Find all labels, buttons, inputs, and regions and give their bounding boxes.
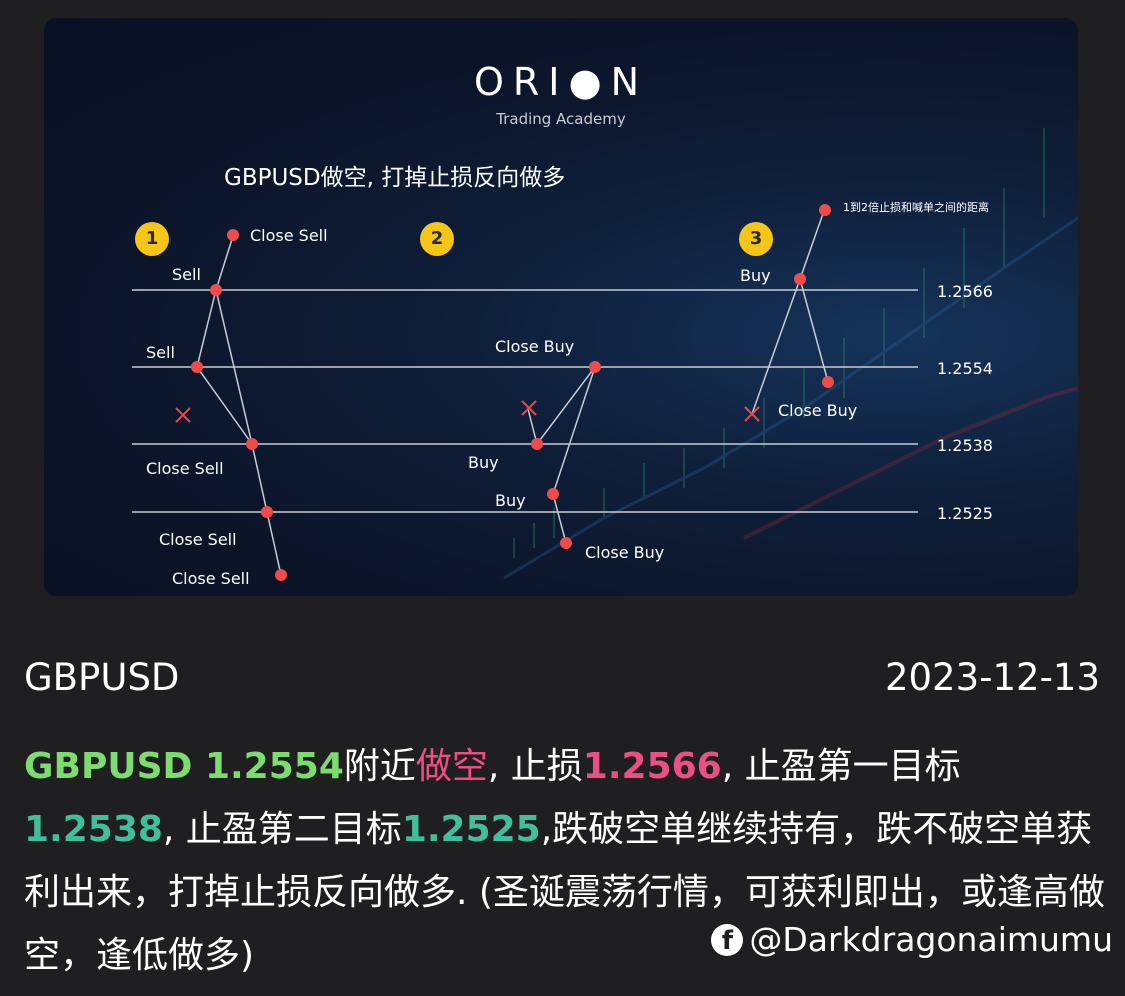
- label-close-buy-3: Close Buy: [778, 401, 858, 420]
- point-target-3: [819, 204, 831, 216]
- scenario-badge-3: 3: [739, 222, 773, 256]
- point-close-buy-bottom: [560, 537, 572, 549]
- point-buy-1: [531, 438, 543, 450]
- point-close-sell-a: [246, 438, 258, 450]
- price-label-2: 1.2554: [937, 359, 993, 378]
- point-close-buy-top: [589, 361, 601, 373]
- diagram-canvas: [132, 128, 1078, 581]
- post-date: 2023-12-13: [884, 656, 1100, 699]
- label-distance-note: 1到2倍止损和喊单之间的距离: [843, 201, 989, 214]
- point-close-sell-c: [275, 569, 287, 581]
- logo-subtitle: Trading Academy: [496, 110, 626, 128]
- point-buy-2: [547, 488, 559, 500]
- point-close-buy-3: [822, 376, 834, 388]
- path-scenario-2: [527, 366, 596, 544]
- post-seg-short: 做空: [415, 746, 488, 787]
- price-label-3: 1.2538: [937, 436, 993, 455]
- scenario-badge-2: 2: [420, 222, 454, 256]
- post-seg-target-2: 1.2525: [401, 809, 541, 850]
- price-label-4: 1.2525: [937, 504, 993, 523]
- label-buy-2: Buy: [495, 491, 526, 510]
- post-seg-10: ,跌破空单继续持有，跌不破空单获利出来，打掉止损反向做多. (圣诞震荡行情，可获…: [24, 809, 1105, 976]
- post-seg-8: , 止盈第二目标: [162, 809, 402, 850]
- point-sell-2: [191, 361, 203, 373]
- label-close-sell-a: Close Sell: [146, 459, 224, 478]
- stop-loss-cross-1: [175, 407, 191, 423]
- background-candles: [503, 128, 1078, 580]
- post-seg-4: , 止损: [487, 746, 583, 787]
- point-close-sell-b: [261, 506, 273, 518]
- label-close-buy-top: Close Buy: [495, 337, 575, 356]
- label-sell-2: Sell: [146, 343, 175, 362]
- post-seg-6: , 止盈第一目标: [721, 746, 961, 787]
- post-seg-stop-loss: 1.2566: [582, 746, 722, 787]
- orion-logo: ORI●N: [473, 60, 649, 104]
- trade-points: [191, 204, 834, 581]
- stop-loss-markers: [175, 400, 760, 423]
- label-close-sell-c: Close Sell: [172, 569, 250, 588]
- scenario-badge-1: 1: [135, 222, 169, 256]
- point-buy-3: [794, 273, 806, 285]
- post-seg-symbol-price: GBPUSD 1.2554: [24, 746, 344, 787]
- label-buy-1: Buy: [468, 453, 499, 472]
- post-seg-2: 附近: [343, 746, 416, 787]
- trade-diagram-image: ORI●N Trading Academy GBPUSD做空, 打掉止损反向做多…: [44, 18, 1078, 596]
- facebook-icon: f: [711, 923, 744, 956]
- label-close-sell-b: Close Sell: [159, 530, 237, 549]
- diagram-title: GBPUSD做空, 打掉止损反向做多: [224, 165, 566, 191]
- label-close-buy-bottom: Close Buy: [585, 543, 665, 562]
- watermark-handle: @Darkdragonaimumu: [749, 920, 1113, 959]
- price-label-1: 1.2566: [937, 282, 993, 301]
- post-seg-target-1: 1.2538: [24, 809, 163, 850]
- post-symbol: GBPUSD: [24, 656, 180, 699]
- label-buy-3: Buy: [740, 266, 771, 285]
- point-sell-1: [210, 284, 222, 296]
- post-body: GBPUSD 1.2554附近做空, 止损1.2566, 止盈第一目标 1.25…: [24, 735, 1109, 987]
- stop-loss-cross-3: [744, 406, 760, 422]
- point-close-sell-top: [227, 229, 239, 241]
- watermark: f @Darkdragonaimumu: [711, 920, 1113, 959]
- label-close-sell-top: Close Sell: [250, 226, 328, 245]
- label-sell-1: Sell: [172, 265, 201, 284]
- stop-loss-cross-2: [521, 400, 537, 416]
- path-scenario-1: [196, 235, 282, 576]
